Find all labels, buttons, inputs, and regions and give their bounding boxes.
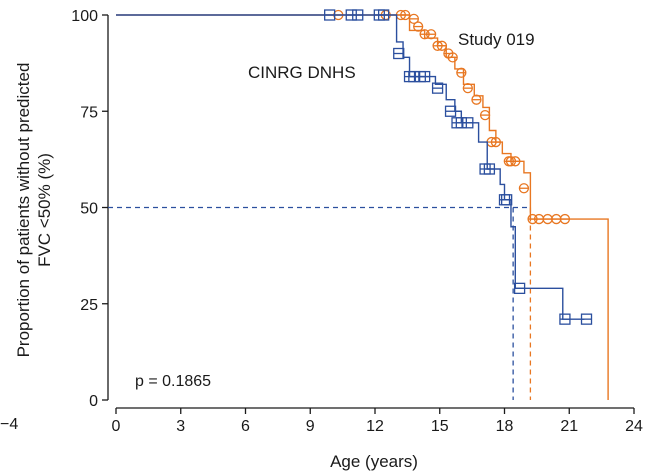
survival-step-line bbox=[116, 14, 585, 320]
series-label-cinrg-dnhs: CINRG DNHS bbox=[248, 63, 356, 82]
series-label-study-019: Study 019 bbox=[458, 30, 535, 49]
x-tick-label: 9 bbox=[306, 418, 315, 435]
x-tick-label: 6 bbox=[241, 418, 250, 435]
x-tick-label: 21 bbox=[560, 418, 578, 435]
x-tick-label: 0 bbox=[112, 418, 121, 435]
series-cinrg-dnhs bbox=[116, 9, 593, 325]
x-axis-label: Age (years) bbox=[330, 452, 418, 471]
y-tick-label: 50 bbox=[80, 201, 98, 218]
x-tick-label: 15 bbox=[431, 418, 449, 435]
y-tick-label: 100 bbox=[71, 8, 98, 25]
x-tick-label: 18 bbox=[496, 418, 514, 435]
y-axis-label: Proportion of patients without predicted… bbox=[14, 63, 54, 358]
x-tick-label: 12 bbox=[366, 418, 384, 435]
y-tick-label: 75 bbox=[80, 104, 98, 121]
y-axis-label-line-2: FVC <50% (%) bbox=[35, 153, 54, 267]
median-reference-lines bbox=[108, 206, 532, 400]
x-tick-label: 3 bbox=[176, 418, 185, 435]
x-tick-label: 24 bbox=[625, 418, 643, 435]
y-tick-label: 0 bbox=[89, 393, 98, 410]
series-labels: Study 019 CINRG DNHS bbox=[248, 30, 535, 82]
series-study-019 bbox=[116, 9, 609, 400]
y-tick-label: 25 bbox=[80, 297, 98, 314]
y-axis-label-line-1: Proportion of patients without predicted bbox=[14, 63, 33, 358]
survival-curves bbox=[116, 9, 609, 400]
p-value-annotation: p = 0.1865 bbox=[135, 373, 211, 390]
axes: 0 3 6 9 12 15 18 21 24 0 25 50 75 100 bbox=[71, 8, 643, 435]
survival-step-line bbox=[116, 14, 609, 400]
left-clipped-tick-label: −4 bbox=[0, 416, 18, 433]
